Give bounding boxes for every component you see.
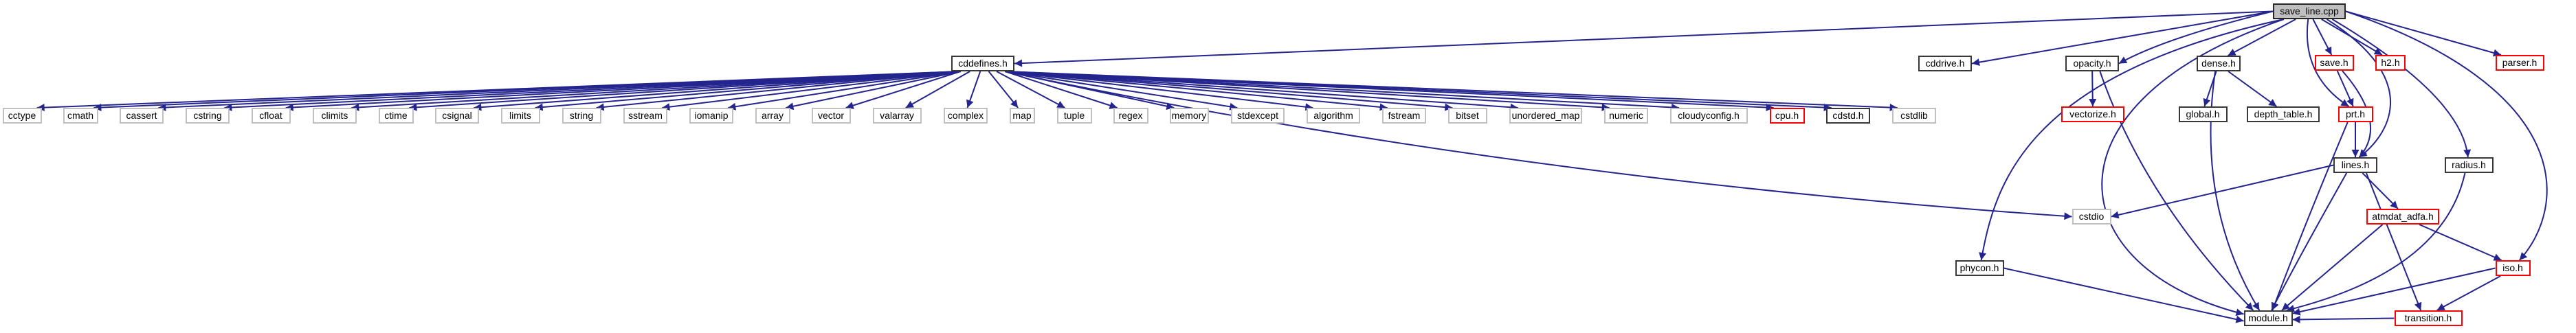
edge-save_line-cpp-to-opacity-h xyxy=(2118,10,2274,65)
node-tuple[interactable]: tuple xyxy=(1056,108,1092,124)
edge-cddefines-h-to-complex xyxy=(966,71,981,108)
edge-transition-h-to-module-h xyxy=(2292,315,2395,323)
node-module-h[interactable]: module.h xyxy=(2243,310,2293,326)
node-cloudyconfig-h[interactable]: cloudyconfig.h xyxy=(1669,108,1748,124)
node-save_line-cpp: save_line.cpp xyxy=(2273,3,2346,19)
edge-save_line-cpp-to-phycon-h xyxy=(1979,19,2285,261)
node-atmdat_adfa-h[interactable]: atmdat_adfa.h xyxy=(2366,209,2439,225)
node-map[interactable]: map xyxy=(1009,108,1035,124)
node-cddrive-h[interactable]: cddrive.h xyxy=(1918,56,1972,71)
node-phycon-h[interactable]: phycon.h xyxy=(1955,260,2004,276)
edge-cddefines-h-to-sstream xyxy=(662,71,961,111)
node-numeric[interactable]: numeric xyxy=(1604,108,1648,124)
node-radius-h[interactable]: radius.h xyxy=(2444,157,2494,173)
node-cdstd-h[interactable]: cdstd.h xyxy=(1826,108,1870,124)
edge-cddefines-h-to-string xyxy=(596,71,961,111)
edge-cddefines-h-to-bitset xyxy=(1005,71,1453,111)
edge-cddefines-h-to-stdexcept xyxy=(1005,71,1238,111)
node-algorithm[interactable]: algorithm xyxy=(1307,108,1360,124)
node-array[interactable]: array xyxy=(755,108,790,124)
node-string[interactable]: string xyxy=(562,108,601,124)
edge-cddefines-h-to-unordered_map xyxy=(1005,71,1518,111)
node-cstdio[interactable]: cstdio xyxy=(2072,209,2111,225)
edge-cddefines-h-to-fstream xyxy=(1005,71,1388,111)
edge-lines-h-to-module-h xyxy=(2271,172,2348,311)
edge-save_line-cpp-to-lines-h xyxy=(2326,19,2391,158)
node-unordered_map[interactable]: unordered_map xyxy=(1509,108,1582,124)
edge-cddefines-h-to-vector xyxy=(845,71,962,109)
node-parser-h[interactable]: parser.h xyxy=(2495,55,2544,71)
node-cddefines-h[interactable]: cddefines.h xyxy=(951,56,1014,71)
node-cctype[interactable]: cctype xyxy=(2,108,42,124)
edge-cddefines-h-to-cstdlib xyxy=(1005,71,1898,112)
node-bitset[interactable]: bitset xyxy=(1447,108,1487,124)
node-cstring[interactable]: cstring xyxy=(186,108,230,124)
node-global-h[interactable]: global.h xyxy=(2178,106,2228,122)
edge-phycon-h-to-module-h xyxy=(2003,267,2244,323)
node-cassert[interactable]: cassert xyxy=(120,108,164,124)
edge-cddefines-h-to-cstdio xyxy=(1004,71,2072,220)
edge-save_line-cpp-to-save-h xyxy=(2312,19,2333,56)
edge-cddefines-h-to-csignal xyxy=(474,71,961,111)
edge-save_line-cpp-to-dense-h xyxy=(2227,19,2296,56)
edge-cddefines-h-to-regex xyxy=(1004,71,1118,109)
edge-lines-h-to-transition-h xyxy=(2365,172,2422,311)
edge-cddefines-h-to-array xyxy=(786,71,962,111)
node-iomanip[interactable]: iomanip xyxy=(689,108,733,124)
node-dense-h[interactable]: dense.h xyxy=(2197,56,2241,71)
edge-cddefines-h-to-map xyxy=(988,71,1019,108)
edge-save_line-cpp-to-module-h xyxy=(2101,19,2285,317)
node-limits[interactable]: limits xyxy=(500,108,540,124)
edge-cddefines-h-to-tuple xyxy=(996,71,1065,108)
node-fstream[interactable]: fstream xyxy=(1382,108,1426,124)
edge-cddefines-h-to-ctime xyxy=(409,71,961,111)
edge-iso-h-to-transition-h xyxy=(2436,275,2501,311)
node-memory[interactable]: memory xyxy=(1169,108,1209,124)
edge-opacity-h-to-vectorize-h xyxy=(2089,71,2097,107)
node-complex[interactable]: complex xyxy=(944,108,988,124)
node-opacity-h[interactable]: opacity.h xyxy=(2065,56,2119,71)
edge-cddefines-h-to-valarray xyxy=(905,71,970,108)
node-regex[interactable]: regex xyxy=(1113,108,1148,124)
edge-save_line-cpp-to-parser-h xyxy=(2345,10,2502,57)
node-cstdlib[interactable]: cstdlib xyxy=(1892,108,1936,124)
node-h2-h[interactable]: h2.h xyxy=(2375,55,2406,71)
edge-atmdat_adfa-h-to-module-h xyxy=(2281,224,2384,311)
edge-dense-h-to-depth_table-h xyxy=(2228,71,2277,107)
edge-save-h-to-prt-h xyxy=(2336,70,2354,107)
node-cmath[interactable]: cmath xyxy=(63,108,98,124)
edge-save_line-cpp-to-radius-h xyxy=(2331,19,2472,158)
node-sstream[interactable]: sstream xyxy=(623,108,667,124)
node-vector[interactable]: vector xyxy=(811,108,851,124)
edge-cddefines-h-to-algorithm xyxy=(1005,71,1313,111)
edge-prt-h-to-module-h xyxy=(2271,122,2349,311)
node-lines-h[interactable]: lines.h xyxy=(2333,157,2377,173)
edge-cddefines-h-to-limits xyxy=(535,71,961,111)
node-stdexcept[interactable]: stdexcept xyxy=(1231,108,1285,124)
node-cfloat[interactable]: cfloat xyxy=(251,108,291,124)
node-vectorize-h[interactable]: vectorize.h xyxy=(2061,106,2124,122)
edge-radius-h-to-module-h xyxy=(2286,172,2466,312)
node-prt-h[interactable]: prt.h xyxy=(2338,106,2373,122)
node-depth_table-h[interactable]: depth_table.h xyxy=(2247,106,2320,122)
edge-cddefines-h-to-cloudyconfig-h xyxy=(1005,71,1680,111)
edge-save_line-cpp-to-iso-h xyxy=(2345,10,2548,261)
edge-atmdat_adfa-h-to-iso-h xyxy=(2419,224,2502,261)
edge-cddefines-h-to-iomanip xyxy=(728,71,961,111)
node-save-h[interactable]: save.h xyxy=(2314,55,2354,71)
node-iso-h[interactable]: iso.h xyxy=(2495,260,2531,276)
edge-opacity-h-to-module-h xyxy=(2099,71,2254,311)
node-ctime[interactable]: ctime xyxy=(378,108,414,124)
edge-lines-h-to-cstdio xyxy=(2111,164,2334,219)
node-transition-h[interactable]: transition.h xyxy=(2394,310,2463,326)
edge-save_line-cpp-to-cddrive-h xyxy=(1971,10,2274,67)
node-cpu-h[interactable]: cpu.h xyxy=(1769,108,1805,124)
edge-save_line-cpp-to-cddefines-h xyxy=(1014,10,2274,67)
edge-iso-h-to-module-h xyxy=(2292,267,2496,316)
node-valarray[interactable]: valarray xyxy=(872,108,922,124)
node-climits[interactable]: climits xyxy=(313,108,357,124)
node-csignal[interactable]: csignal xyxy=(435,108,479,124)
